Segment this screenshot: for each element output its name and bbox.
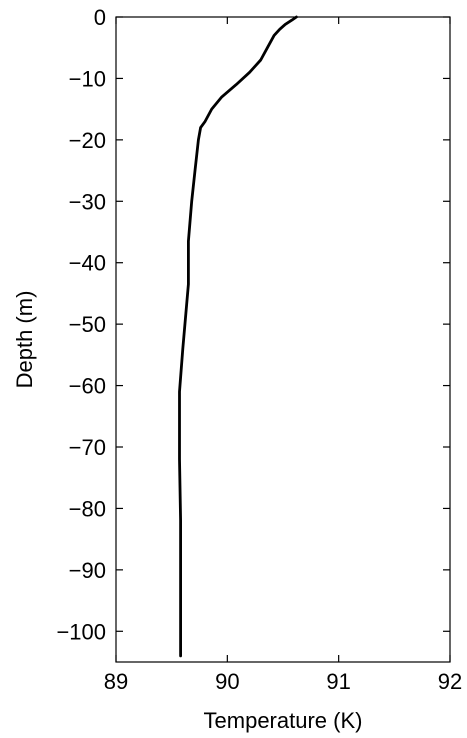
x-tick-label: 89 [104,669,128,694]
x-tick-label: 91 [326,669,350,694]
y-tick-label: −40 [69,251,106,276]
x-tick-label: 90 [215,669,239,694]
y-tick-label: −50 [69,312,106,337]
y-axis-title: Depth (m) [12,291,37,389]
y-tick-label: −10 [69,66,106,91]
x-tick-label: 92 [438,669,462,694]
y-tick-label: −60 [69,374,106,399]
x-ticks: 89 90 91 92 [104,17,462,694]
y-tick-label: −80 [69,496,106,521]
y-tick-label: −100 [56,619,106,644]
temperature-profile-line [178,15,298,658]
y-tick-label: −90 [69,558,106,583]
plot-area [115,16,451,663]
x-axis-title: Temperature (K) [204,708,363,733]
y-tick-label: 0 [94,5,106,30]
y-tick-label: −30 [69,189,106,214]
y-tick-label: −70 [69,435,106,460]
series-layer [178,15,298,658]
y-tick-label: −20 [69,128,106,153]
y-ticks: 0 −10 −20 −30 −40 −50 −60 −70 −80 −90 −100 [56,5,450,644]
